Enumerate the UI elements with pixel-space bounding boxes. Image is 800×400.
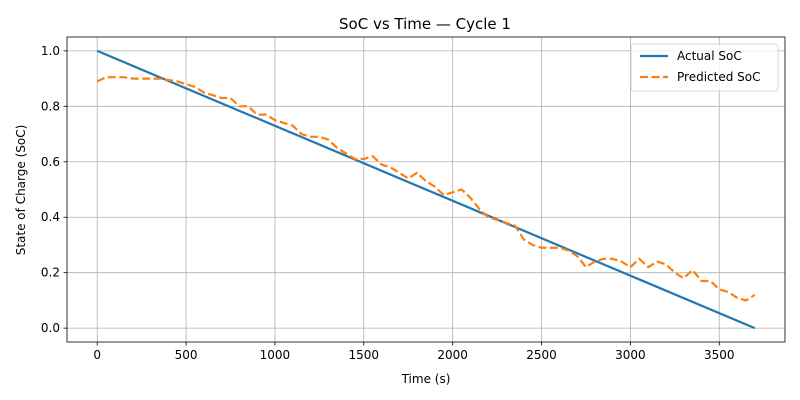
x-tick-label: 0 bbox=[93, 348, 101, 362]
series-line-actual-soc bbox=[96, 49, 756, 330]
legend-label: Predicted SoC bbox=[677, 70, 760, 84]
legend: Actual SoC Predicted SoC bbox=[630, 43, 779, 92]
y-axis-label: State of Charge (SoC) bbox=[14, 125, 28, 256]
legend-label: Actual SoC bbox=[677, 49, 742, 63]
plot-area-frame bbox=[66, 36, 786, 343]
x-tick-label: 500 bbox=[175, 348, 198, 362]
x-tick-label: 1000 bbox=[260, 348, 291, 362]
x-tick-label: 1500 bbox=[349, 348, 380, 362]
y-tick-label: 1.0 bbox=[41, 44, 60, 58]
series-layer bbox=[96, 49, 756, 330]
x-axis-label: Time (s) bbox=[401, 372, 451, 386]
y-tick-label: 0.4 bbox=[41, 210, 60, 224]
y-tick-label: 0.8 bbox=[41, 99, 60, 113]
x-tick-label: 3500 bbox=[704, 348, 735, 362]
x-tick-label: 2000 bbox=[437, 348, 468, 362]
x-tick-label: 2500 bbox=[526, 348, 557, 362]
y-tick-label: 0.2 bbox=[41, 266, 60, 280]
axis-ticks: 0 500 1000 1500 2000 2500 3000 3500 0.0 0.2 0.4 0.6… bbox=[41, 44, 735, 362]
x-tick-label: 3000 bbox=[615, 348, 646, 362]
chart-title: SoC vs Time — Cycle 1 bbox=[339, 15, 511, 33]
y-tick-label: 0.0 bbox=[41, 321, 60, 335]
y-tick-label: 0.6 bbox=[41, 155, 60, 169]
